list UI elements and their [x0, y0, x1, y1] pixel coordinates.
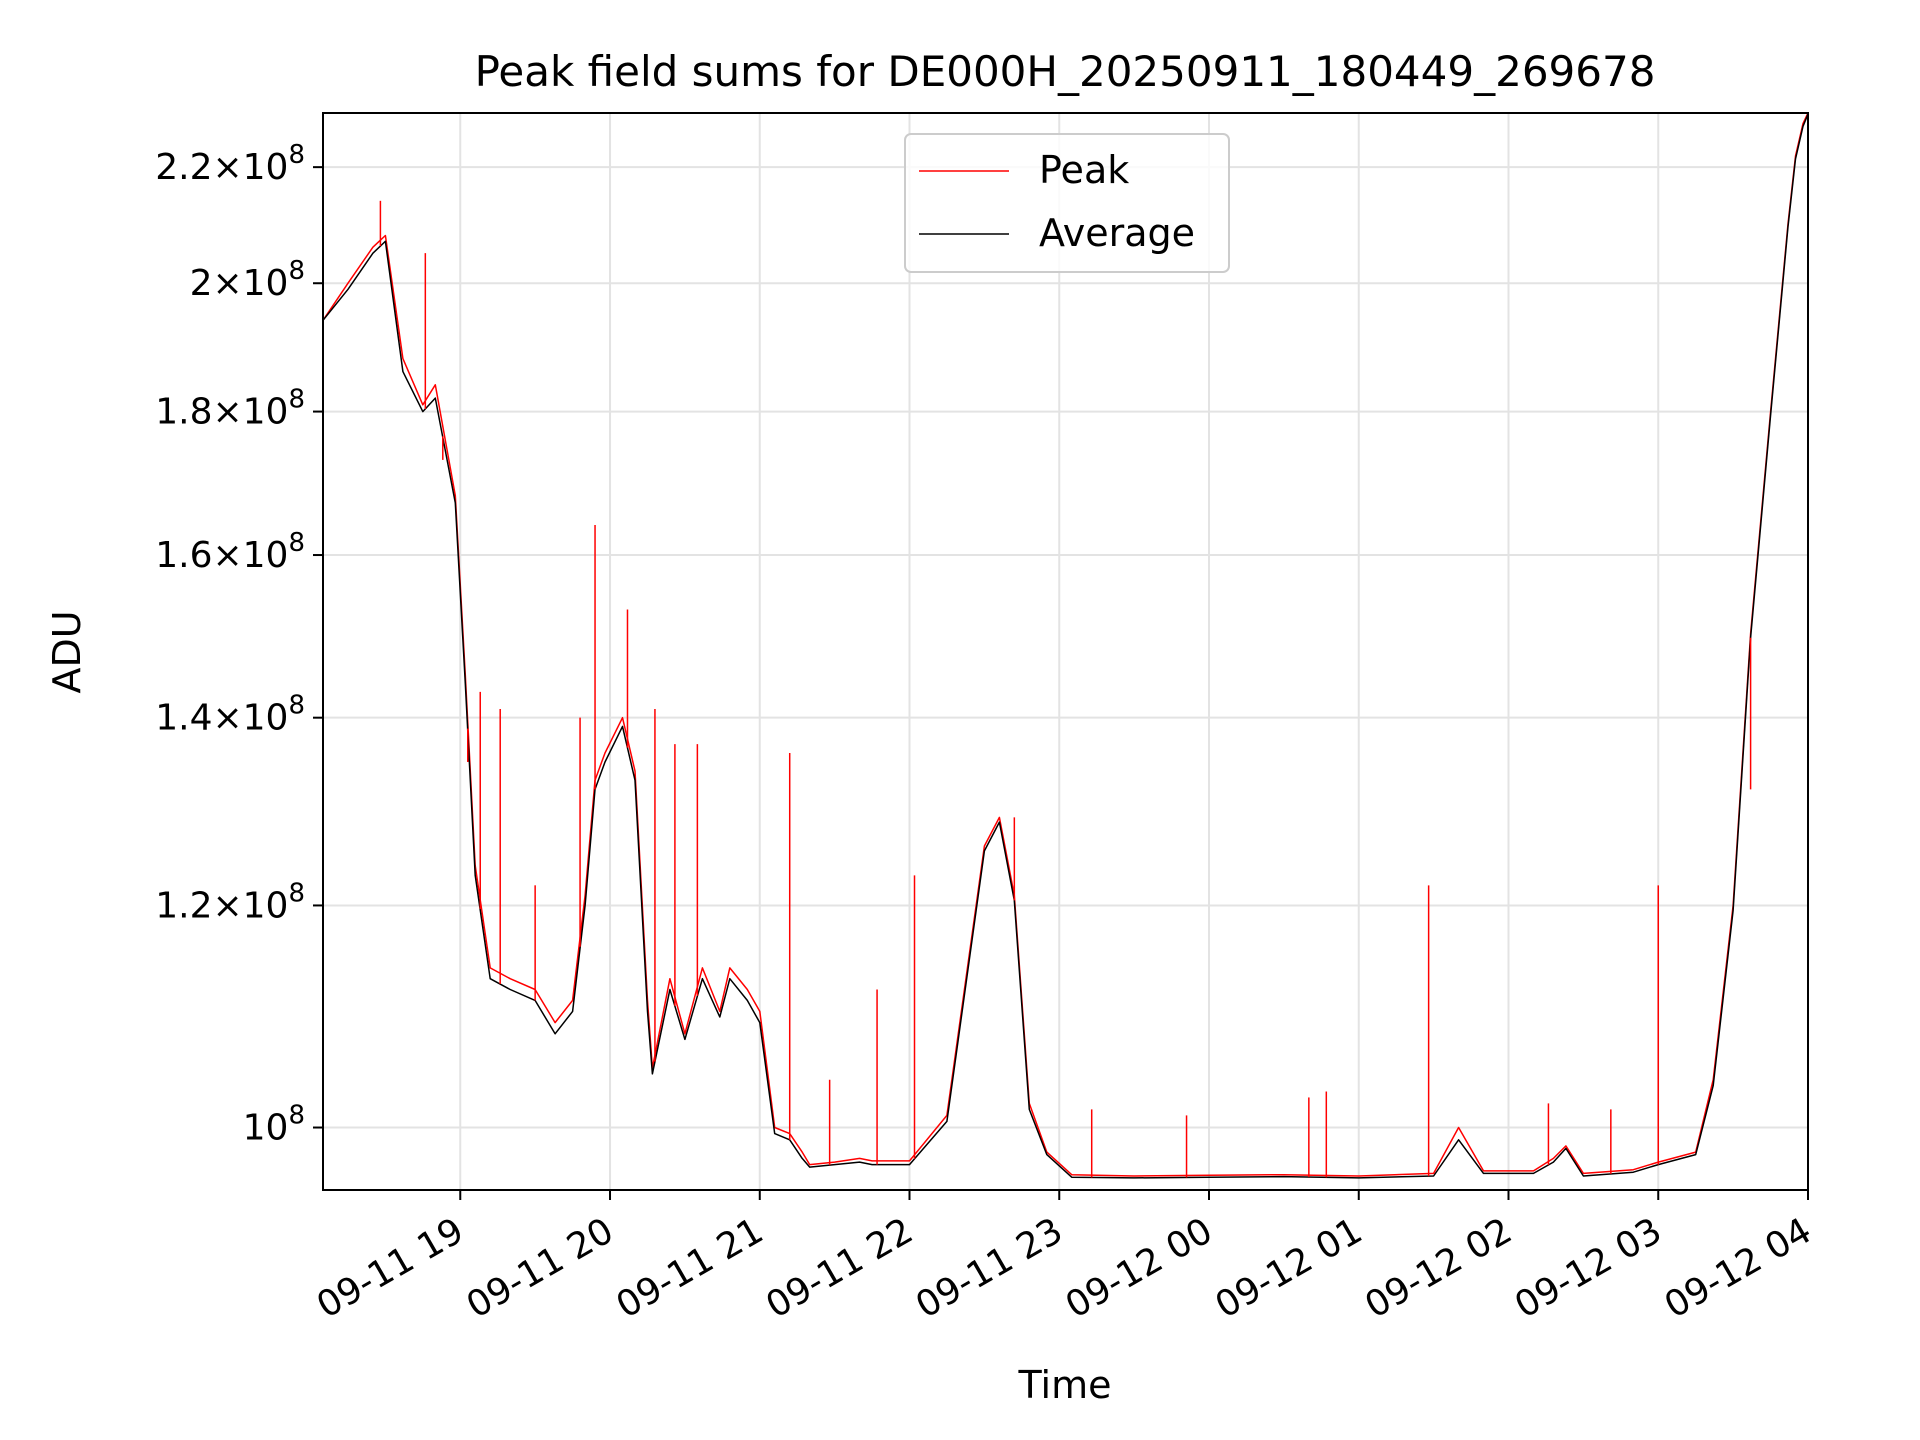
y-tick-label: 1.6×108 [155, 528, 305, 576]
y-tick-label: 108 [243, 1101, 305, 1149]
legend-label-peak: Peak [1039, 148, 1129, 192]
legend-label-average: Average [1039, 211, 1195, 255]
y-tick-label: 2×108 [190, 256, 305, 304]
y-tick-label: 1.2×108 [155, 878, 305, 926]
legend: Peak Average [904, 133, 1230, 273]
plot-lines [322, 112, 1809, 1179]
series-line-average [322, 113, 1809, 1179]
x-axis-label: Time [1018, 1363, 1112, 1407]
y-tick-label: 2.2×108 [155, 140, 305, 188]
legend-box [904, 133, 1230, 273]
y-axis-label: ADU [45, 610, 89, 693]
series-line-peak [322, 112, 1809, 1177]
axes-frame [322, 112, 1809, 1191]
y-tick-label: 1.8×108 [155, 385, 305, 433]
chart-title: Peak field sums for DE000H_20250911_1804… [475, 47, 1656, 96]
y-tick-label: 1.4×108 [155, 691, 305, 739]
